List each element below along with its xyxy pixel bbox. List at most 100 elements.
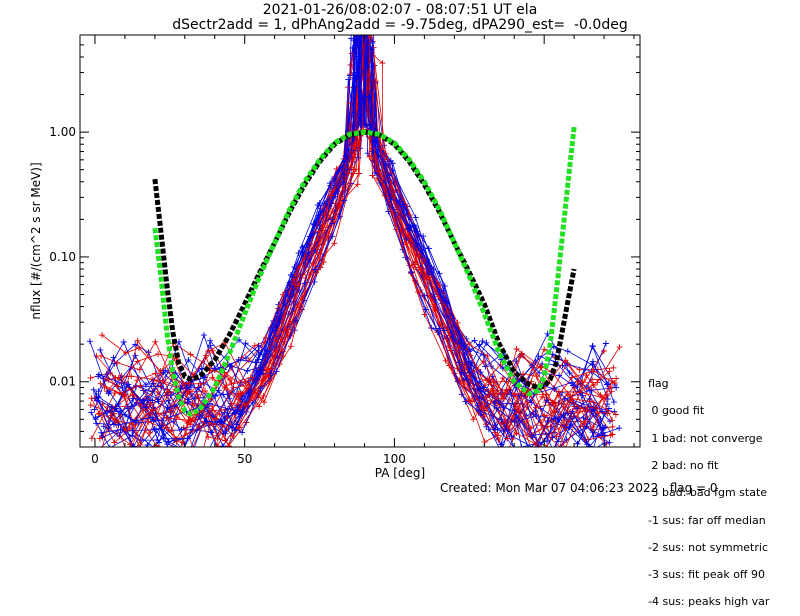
data-point-marker xyxy=(152,339,158,345)
data-point-marker xyxy=(364,18,370,24)
data-point-marker xyxy=(189,449,195,455)
data-point-marker xyxy=(356,171,362,177)
x-tick-label: 100 xyxy=(383,452,406,466)
data-point-marker xyxy=(368,29,374,35)
data-point-marker xyxy=(186,454,192,460)
y-tick-label: 0.01 xyxy=(49,375,76,389)
y-axis-label: nflux [#/(cm^2 s sr MeV)] xyxy=(29,162,43,319)
data-point-marker xyxy=(361,11,367,17)
data-point-marker xyxy=(500,375,506,381)
data-point-marker xyxy=(135,458,141,464)
data-point-marker xyxy=(127,457,133,463)
data-point-marker xyxy=(243,340,249,346)
data-point-marker xyxy=(172,460,178,466)
x-tick-label: 50 xyxy=(237,452,252,466)
data-point-marker xyxy=(357,13,363,19)
data-point-marker xyxy=(364,20,370,26)
data-point-marker xyxy=(134,377,140,383)
data-point-marker xyxy=(205,448,211,454)
y-tick-label: 0.10 xyxy=(49,250,76,264)
data-point-marker xyxy=(114,360,120,366)
data-point-marker xyxy=(365,12,371,18)
flag-legend-entry: -4 sus: peaks high var xyxy=(648,597,769,606)
flag-legend-entry: 2 bad: no fit xyxy=(648,461,769,470)
data-point-marker xyxy=(97,347,103,353)
flag-legend-entry: 0 good fit xyxy=(648,406,769,415)
data-point-marker xyxy=(89,435,95,441)
flag-legend-entry: 1 bad: not converge xyxy=(648,434,769,443)
data-point-marker xyxy=(364,2,370,8)
flag-legend-entry: -1 sus: far off median xyxy=(648,516,769,525)
data-point-marker xyxy=(88,402,94,408)
data-point-marker xyxy=(484,353,490,359)
fit-curves-layer xyxy=(155,127,574,414)
data-point-marker xyxy=(208,430,214,436)
data-point-marker xyxy=(594,454,600,460)
data-point-marker xyxy=(613,412,619,418)
data-point-marker xyxy=(98,381,104,387)
data-point-marker xyxy=(361,18,367,24)
data-point-marker xyxy=(610,365,616,371)
data-point-marker xyxy=(137,367,143,373)
data-point-marker xyxy=(119,450,125,456)
data-point-marker xyxy=(99,332,105,338)
data-point-marker xyxy=(218,455,224,461)
data-point-marker xyxy=(357,17,363,23)
data-point-marker xyxy=(590,343,596,349)
data-point-marker xyxy=(610,424,616,430)
data-point-marker xyxy=(603,341,609,347)
data-point-marker xyxy=(168,392,174,398)
data-point-marker xyxy=(515,449,521,455)
data-point-marker xyxy=(572,448,578,454)
data-point-marker xyxy=(590,448,596,454)
data-point-marker xyxy=(137,448,143,454)
created-timestamp: Created: Mon Mar 07 04:06:23 2022 xyxy=(440,481,658,495)
data-point-marker xyxy=(428,325,434,331)
data-point-marker xyxy=(226,443,232,449)
data-point-marker xyxy=(565,348,571,354)
data-point-marker xyxy=(162,453,168,459)
data-point-marker xyxy=(358,19,364,25)
data-point-marker xyxy=(422,311,428,317)
data-point-marker xyxy=(176,451,182,457)
data-point-marker xyxy=(361,24,367,30)
measurement-data-layer xyxy=(87,2,624,469)
data-point-marker xyxy=(147,430,153,436)
x-tick-label: 0 xyxy=(91,452,99,466)
data-point-marker xyxy=(364,29,370,35)
flag-legend-entry: -2 sus: not symmetric xyxy=(648,543,769,552)
x-axis-label: PA [deg] xyxy=(375,466,425,480)
data-point-marker xyxy=(618,459,624,465)
data-point-marker xyxy=(359,15,365,21)
data-point-marker xyxy=(361,20,367,26)
data-point-marker xyxy=(152,371,158,377)
data-point-marker xyxy=(288,343,294,349)
x-tick-label: 150 xyxy=(533,452,556,466)
data-point-marker xyxy=(503,451,509,457)
data-point-marker xyxy=(541,346,547,352)
data-point-marker xyxy=(134,455,140,461)
y-tick-label: 1.00 xyxy=(49,125,76,139)
data-point-marker xyxy=(364,22,370,28)
data-point-marker xyxy=(98,353,104,359)
data-point-marker xyxy=(187,448,193,454)
data-point-marker xyxy=(611,399,617,405)
data-point-marker xyxy=(556,373,562,379)
flag-legend-entry: -3 sus: fit peak off 90 xyxy=(648,570,769,579)
data-point-marker xyxy=(220,443,226,449)
data-point-marker xyxy=(514,452,520,458)
data-point-marker xyxy=(167,448,173,454)
data-point-marker xyxy=(88,409,94,415)
data-point-marker xyxy=(128,373,134,379)
data-point-marker xyxy=(364,27,370,33)
data-point-marker xyxy=(360,20,366,26)
data-point-marker xyxy=(87,338,93,344)
footer: Created: Mon Mar 07 04:06:23 2022 flag =… xyxy=(440,481,718,495)
data-point-marker xyxy=(413,215,419,221)
flag-legend-title: flag xyxy=(648,379,769,388)
data-point-marker xyxy=(472,337,478,343)
data-point-marker xyxy=(88,375,94,381)
data-point-marker xyxy=(201,332,207,338)
data-point-marker xyxy=(462,399,468,405)
data-point-marker xyxy=(514,346,520,352)
